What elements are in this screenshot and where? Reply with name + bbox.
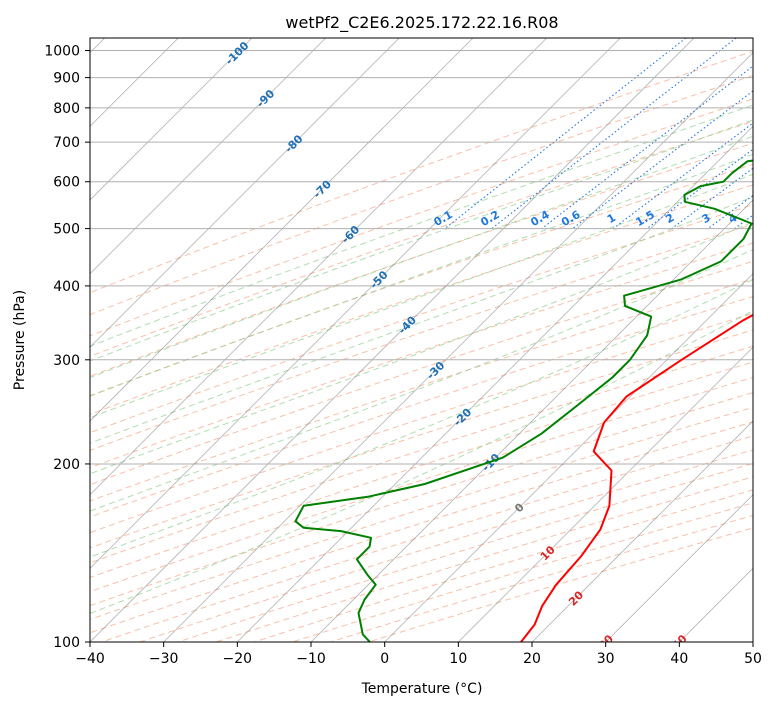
temperature-profile xyxy=(520,313,753,642)
chart-title: wetPf2_C2E6.2025.172.22.16.R08 xyxy=(285,13,558,33)
x-tick-label: −30 xyxy=(149,651,179,667)
x-tick-label: 50 xyxy=(744,651,762,667)
dry-adiabat xyxy=(139,449,753,642)
isotherm xyxy=(752,641,753,642)
moist-adiabat xyxy=(90,153,753,397)
x-tick-label: 40 xyxy=(670,651,688,667)
y-tick-label: 700 xyxy=(53,135,80,151)
y-axis: 100 200 300 400 500 600 700 800 900 1000 xyxy=(44,44,90,651)
isotherm-label: 30 xyxy=(596,632,616,652)
y-axis-title: Pressure (hPa) xyxy=(12,290,28,390)
isotherm xyxy=(90,38,474,422)
isotherm xyxy=(90,38,621,569)
x-tick-label: 0 xyxy=(380,651,389,667)
y-tick-label: 1000 xyxy=(44,44,80,60)
y-tick-label: 500 xyxy=(53,222,80,238)
y-tick-label: 200 xyxy=(53,457,80,473)
x-tick-label: −20 xyxy=(223,651,253,667)
isotherm xyxy=(237,125,753,642)
moist-adiabat xyxy=(90,221,753,475)
x-tick-label: 30 xyxy=(597,651,615,667)
mixing-ratio-line xyxy=(541,65,753,230)
isotherm xyxy=(163,52,753,642)
mixing-ratio-line xyxy=(671,167,753,230)
isotherm xyxy=(90,38,400,348)
x-axis-title: Temperature (°C) xyxy=(361,681,483,697)
dry-adiabat xyxy=(90,376,753,593)
isotherm xyxy=(384,273,753,642)
isotherm xyxy=(531,420,753,642)
dewpoint-profile xyxy=(294,159,753,642)
profiles xyxy=(294,159,753,642)
isotherm xyxy=(90,38,695,642)
x-tick-label: −40 xyxy=(75,651,105,667)
dry-adiabat xyxy=(90,329,753,549)
dry-adiabat xyxy=(90,163,753,397)
dry-adiabat xyxy=(90,184,753,415)
moist-adiabat xyxy=(90,248,753,512)
dry-adiabat xyxy=(90,345,753,564)
dry-adiabat xyxy=(177,462,753,642)
plot-frame xyxy=(89,37,754,643)
isotherm xyxy=(90,38,547,496)
moist-adiabat xyxy=(90,278,753,558)
dry-adiabat xyxy=(292,502,753,642)
dry-adiabat xyxy=(330,514,753,642)
isotherm xyxy=(90,38,253,201)
dry-adiabat xyxy=(215,476,753,642)
y-tick-label: 100 xyxy=(53,635,80,651)
isotherm xyxy=(605,494,753,642)
moist-adiabat xyxy=(90,119,753,362)
dry-adiabat xyxy=(254,489,753,642)
isotherm xyxy=(458,346,753,642)
y-tick-label: 300 xyxy=(53,353,80,369)
y-tick-label: 800 xyxy=(53,101,80,117)
dry-adiabat xyxy=(90,223,753,451)
mixing-ratio-line xyxy=(572,90,753,230)
isotherm xyxy=(310,199,753,642)
y-tick-label: 400 xyxy=(53,279,80,295)
dry-adiabat xyxy=(90,361,753,578)
x-tick-label: 10 xyxy=(449,651,467,667)
isotherm-label: 40 xyxy=(670,632,690,652)
x-tick-label: 20 xyxy=(523,651,541,667)
background-lines xyxy=(90,38,753,642)
pressure-gridlines xyxy=(90,50,753,642)
x-axis: −40 −30 −20 −10 0 10 20 30 40 50 xyxy=(75,642,762,667)
y-tick-label: 600 xyxy=(53,175,80,191)
dry-adiabat xyxy=(90,98,753,337)
y-tick-label: 900 xyxy=(53,71,80,87)
dry-adiabat xyxy=(90,142,753,377)
dry-adiabat xyxy=(90,204,753,434)
isotherm xyxy=(90,38,326,275)
mixing-ratio-label: 6 xyxy=(765,211,775,226)
moist-adiabat xyxy=(90,196,753,444)
x-tick-label: −10 xyxy=(296,651,326,667)
plot-background xyxy=(90,38,753,642)
